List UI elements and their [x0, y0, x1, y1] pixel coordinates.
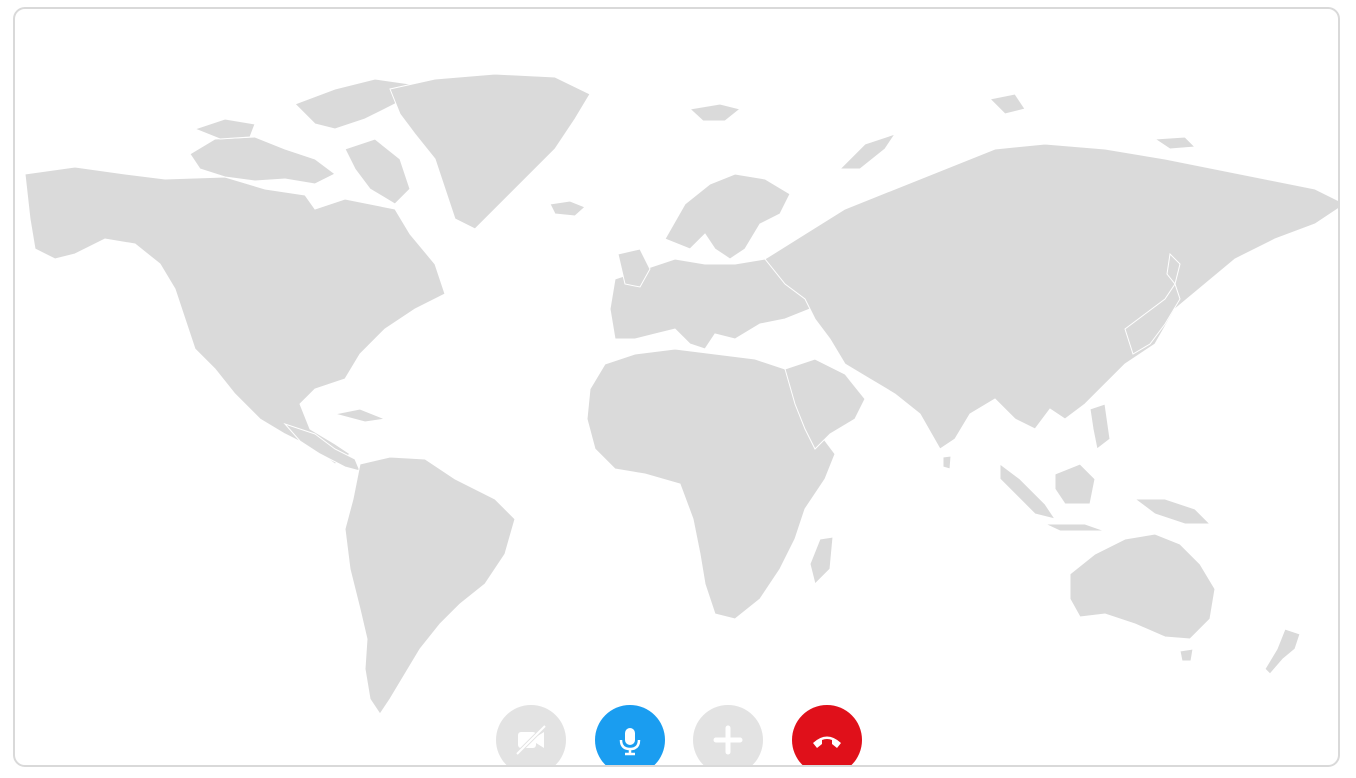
world-map — [24, 73, 1338, 715]
new-siberian — [1153, 136, 1197, 150]
end-call-button[interactable] — [792, 705, 862, 765]
call-controls — [15, 705, 1338, 765]
sakhalin — [1166, 252, 1181, 286]
iceland — [549, 200, 586, 217]
africa — [586, 348, 836, 620]
japan — [1124, 282, 1181, 355]
add-participant-button[interactable] — [693, 705, 763, 765]
philippines — [1089, 403, 1111, 450]
svalbard — [688, 103, 742, 122]
scandinavia — [664, 173, 791, 260]
central-america — [283, 422, 361, 472]
borneo — [1054, 463, 1096, 505]
arabia — [784, 358, 866, 450]
video-off-icon — [515, 724, 547, 756]
video-toggle-button[interactable] — [496, 705, 566, 765]
plus-icon — [713, 725, 743, 755]
north-america — [24, 166, 446, 465]
south-america — [344, 456, 516, 715]
arctic-islands-2 — [294, 78, 411, 130]
madagascar — [809, 536, 834, 585]
sumatra — [999, 463, 1057, 520]
call-window — [13, 7, 1340, 767]
phone-hangup-icon — [813, 736, 841, 748]
sri-lanka — [942, 455, 952, 470]
microphone-button[interactable] — [595, 705, 665, 765]
baffin-island — [344, 138, 411, 205]
severnaya — [988, 93, 1026, 115]
microphone-icon — [619, 728, 641, 756]
java — [1044, 523, 1106, 532]
cuba — [334, 408, 387, 423]
greenland — [389, 73, 591, 230]
british-isles — [617, 248, 651, 288]
new-zealand — [1264, 628, 1301, 675]
novaya-zemlya — [838, 133, 897, 170]
tasmania — [1179, 648, 1194, 662]
arctic-islands-3 — [193, 118, 256, 140]
new-guinea — [1133, 498, 1212, 525]
asia — [764, 143, 1338, 450]
australia — [1069, 533, 1216, 640]
europe — [609, 258, 816, 350]
